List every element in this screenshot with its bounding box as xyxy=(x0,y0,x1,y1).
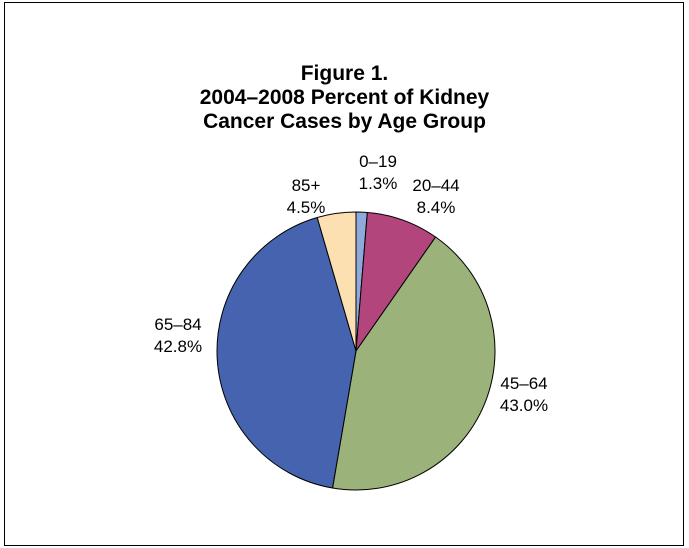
slice-label-20-44: 20–44 xyxy=(412,176,459,195)
pie-slice-65-84 xyxy=(216,216,357,489)
chart-title-line-3: Cancer Cases by Age Group xyxy=(203,110,486,133)
slice-percent-85plus: 4.5% xyxy=(287,198,326,217)
pie-slice-85plus xyxy=(316,211,357,352)
slice-percent-65-84: 42.8% xyxy=(154,337,202,356)
chart-title-line-1: Figure 1. xyxy=(300,62,389,85)
pie-slice-45-64 xyxy=(331,236,496,491)
slice-percent-20-44: 8.4% xyxy=(417,198,456,217)
slice-label-45-64: 45–64 xyxy=(500,374,547,393)
slice-label-85plus: 85+ xyxy=(292,176,321,195)
slice-percent-0-19: 1.3% xyxy=(359,174,398,193)
slice-percent-45-64: 43.0% xyxy=(500,396,548,415)
slice-label-0-19: 0–19 xyxy=(359,152,397,171)
slice-label-65-84: 65–84 xyxy=(154,315,201,334)
chart-title-line-2: 2004–2008 Percent of Kidney xyxy=(199,86,490,109)
